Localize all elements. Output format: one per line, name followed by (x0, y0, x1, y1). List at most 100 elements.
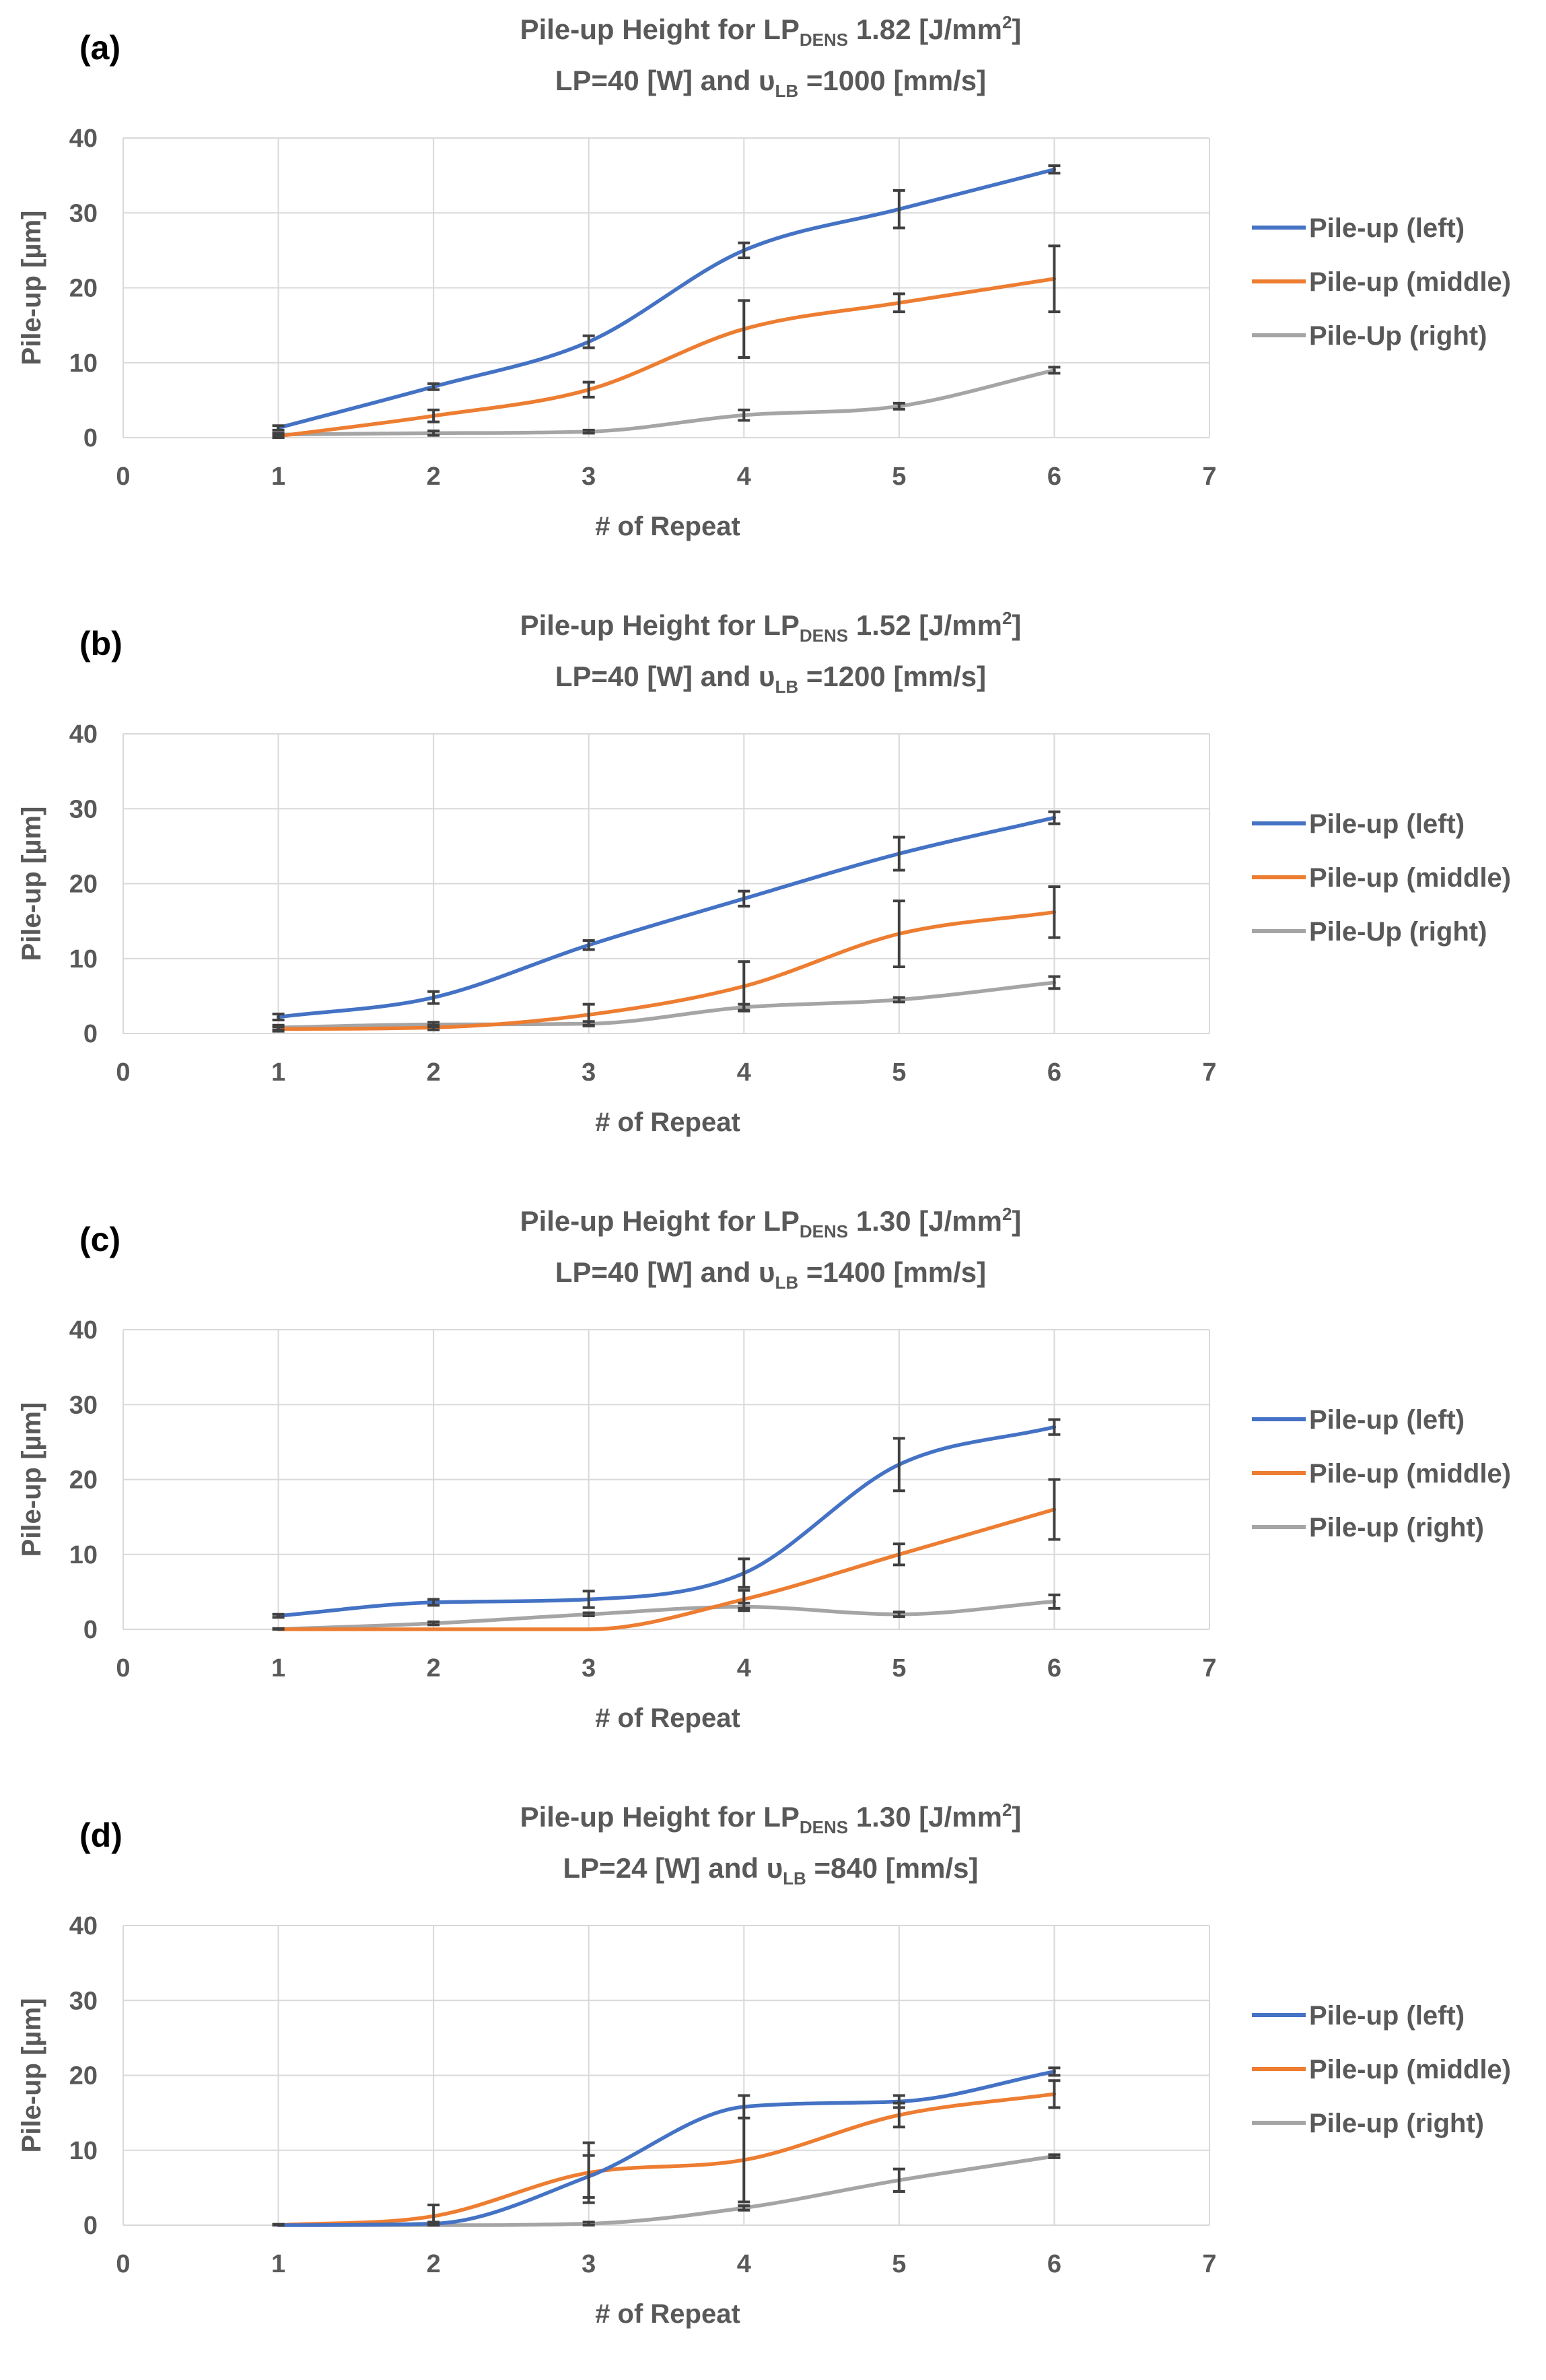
x-tick-label: 6 (1047, 1058, 1061, 1087)
series-line-left (276, 167, 1057, 430)
x-tick-label: 1 (271, 463, 285, 491)
error-bar-right (1048, 975, 1061, 990)
title-suffix: =1200 [mm/s] (798, 660, 986, 692)
error-bar-right (272, 432, 285, 438)
x-tick-label: 7 (1202, 2250, 1216, 2278)
error-bar-middle (427, 408, 440, 423)
y-tick-label: 30 (69, 1391, 98, 1419)
title-subscript: DENS (800, 1817, 848, 1837)
chart-svg-b: (b) Pile-up Height for LPDENS 1.52 [J/mm2… (17, 608, 1511, 1137)
x-tick-label: 5 (892, 1058, 906, 1087)
legend-label-right: Pile-Up (right) (1309, 917, 1487, 947)
error-bar-right (738, 1002, 750, 1012)
error-bar-left (427, 1598, 440, 1607)
error-bar-left (272, 1612, 285, 1619)
x-axis-label-d: # of Repeat (595, 2299, 740, 2329)
legend-item-middle: Pile-up (middle) (1252, 267, 1511, 297)
title-prefix: Pile-up Height for LP (520, 13, 800, 45)
error-bar-right (582, 2220, 595, 2226)
y-tick-label: 40 (69, 125, 98, 153)
error-bar-left (272, 1013, 285, 1021)
y-tick-label: 10 (69, 945, 98, 974)
panel-letter-c: (c) (79, 1221, 120, 1258)
x-tick-label: 1 (271, 1654, 285, 1682)
legend-item-right: Pile-up (right) (1252, 1513, 1484, 1542)
x-tick-label: 7 (1202, 463, 1216, 491)
error-bar-left (582, 1590, 595, 1609)
chart-title-line1-a: Pile-up Height for LPDENS 1.82 [J/mm2] (520, 12, 1022, 50)
chart-panel-a: (a) Pile-up Height for LPDENS 1.82 [J/mm2… (0, 0, 1546, 592)
y-axis-label-c: Pile-up [µm] (17, 1402, 46, 1557)
error-bar-right (1048, 366, 1061, 375)
chart-title-line1-b: Pile-up Height for LPDENS 1.52 [J/mm2] (520, 608, 1022, 646)
title-suffix: =1000 [mm/s] (798, 65, 986, 96)
chart-svg-c: (c) Pile-up Height for LPDENS 1.30 [J/mm2… (17, 1204, 1511, 1733)
error-bar-right (738, 2204, 750, 2212)
y-tick-label: 30 (69, 199, 98, 228)
y-axis-label-a: Pile-up [µm] (17, 211, 46, 366)
error-bar-left (738, 241, 750, 259)
title-prefix: Pile-up Height for LP (520, 1801, 800, 1833)
error-bar-middle (892, 899, 905, 968)
series-line-middle (276, 2092, 1057, 2227)
y-tick-label: 40 (69, 1912, 98, 1940)
chart-panel-c: (c) Pile-up Height for LPDENS 1.30 [J/mm2… (0, 1192, 1546, 1784)
y-tick-label: 10 (69, 1541, 98, 1569)
error-bar-middle (1048, 885, 1061, 939)
error-bar-middle (1048, 244, 1061, 314)
legend-item-right: Pile-Up (right) (1252, 917, 1487, 947)
series-line-right (276, 368, 1057, 437)
legend-label-left: Pile-up (left) (1309, 2001, 1465, 2031)
title-suffix: ] (1012, 1205, 1021, 1237)
legend-item-left: Pile-up (left) (1252, 2001, 1465, 2031)
title-value: 1.82 [J/mm (848, 13, 1002, 45)
y-tick-label: 40 (69, 1316, 98, 1345)
title-subscript: LB (775, 81, 798, 101)
chart-svg-d: (d) Pile-up Height for LPDENS 1.30 [J/mm2… (17, 1800, 1511, 2329)
error-bar-left (582, 939, 595, 951)
title-suffix: ] (1012, 1801, 1021, 1833)
y-tick-label: 30 (69, 795, 98, 823)
title-prefix: LP=40 [W] and υ (555, 660, 775, 692)
x-tick-label: 1 (271, 1058, 285, 1087)
x-tick-label: 2 (427, 1654, 441, 1682)
x-tick-label: 0 (116, 1654, 130, 1682)
legend-item-left: Pile-up (left) (1252, 809, 1465, 839)
error-bar-left (272, 424, 285, 432)
x-tick-label: 4 (737, 1058, 751, 1087)
legend-label-left: Pile-up (left) (1309, 213, 1465, 243)
x-tick-label: 3 (582, 2250, 596, 2278)
legend-item-middle: Pile-up (middle) (1252, 863, 1511, 893)
series-line-middle (276, 1507, 1057, 1631)
error-bar-left (892, 836, 905, 872)
x-tick-label: 0 (116, 1058, 130, 1087)
y-tick-label: 10 (69, 2137, 98, 2165)
legend-label-left: Pile-up (left) (1309, 809, 1465, 839)
error-bar-right (892, 401, 905, 411)
legend-item-left: Pile-up (left) (1252, 1405, 1465, 1435)
y-tick-label: 0 (83, 2212, 98, 2240)
legend-label-left: Pile-up (left) (1309, 1405, 1465, 1435)
x-tick-label: 4 (737, 1654, 751, 1682)
error-bar-middle (738, 2116, 750, 2204)
chart-title-line1-d: Pile-up Height for LPDENS 1.30 [J/mm2] (520, 1800, 1022, 1837)
error-bar-middle (1048, 2079, 1061, 2109)
series-line-left (276, 815, 1057, 1019)
x-tick-label: 6 (1047, 1654, 1061, 1682)
error-bar-left (1048, 810, 1061, 825)
x-tick-label: 7 (1202, 1058, 1216, 1087)
title-suffix: =840 [mm/s] (806, 1852, 979, 1884)
title-superscript: 2 (1002, 1204, 1012, 1224)
title-subscript: DENS (800, 1221, 848, 1242)
y-tick-label: 0 (83, 1020, 98, 1048)
error-bar-left (892, 189, 905, 230)
title-superscript: 2 (1002, 608, 1012, 628)
x-tick-label: 2 (427, 2250, 441, 2278)
series-line-left (276, 2070, 1057, 2227)
title-value: 1.52 [J/mm (848, 609, 1002, 641)
error-bar-middle (582, 380, 595, 399)
title-prefix: Pile-up Height for LP (520, 1205, 800, 1237)
error-bar-left (582, 334, 595, 349)
error-bar-right (892, 2167, 905, 2193)
error-bar-right (582, 1020, 595, 1027)
